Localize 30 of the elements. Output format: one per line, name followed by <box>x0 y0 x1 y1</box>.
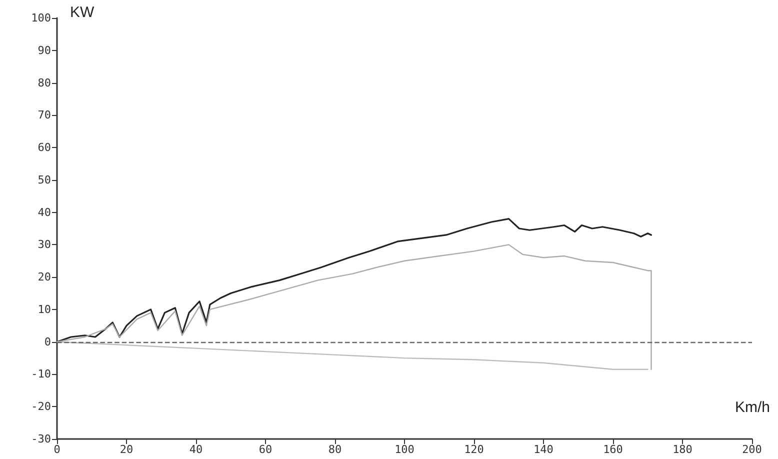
line-series <box>56 218 652 343</box>
x-tick-label: 200 <box>742 443 762 456</box>
x-tick-label: 140 <box>534 443 554 456</box>
y-tick-label: 0 <box>44 335 51 348</box>
y-tick-label: 70 <box>38 108 51 122</box>
y-tick-label: 60 <box>38 141 51 154</box>
x-tick-label: 100 <box>394 443 414 456</box>
line-series <box>56 244 652 370</box>
line-series <box>56 341 648 370</box>
x-tick-label: 80 <box>328 443 342 456</box>
y-tick-label: 100 <box>31 12 51 24</box>
y-tick-label: 80 <box>38 76 51 90</box>
x-tick-label: 160 <box>603 443 623 456</box>
y-axis-title: KW <box>70 4 96 21</box>
x-tick-label: 60 <box>258 443 272 456</box>
x-tick-label: 20 <box>120 443 134 456</box>
y-tick-label: 50 <box>38 173 51 186</box>
x-tick-label: 120 <box>464 443 484 456</box>
y-tick-label: 10 <box>38 302 51 316</box>
y-tick-label: -20 <box>31 400 51 414</box>
y-tick-label: -30 <box>31 432 51 446</box>
x-tick-label: 180 <box>672 443 692 456</box>
y-tick-label: 20 <box>38 270 51 284</box>
y-tick-label: -10 <box>31 368 51 381</box>
y-tick-label: 90 <box>38 44 51 57</box>
y-tick-label: 40 <box>38 206 51 219</box>
x-axis-title: Km/h <box>734 399 770 416</box>
x-tick-label: 40 <box>189 443 203 456</box>
y-tick-label: 30 <box>38 238 51 252</box>
x-tick-label: 0 <box>54 443 60 456</box>
